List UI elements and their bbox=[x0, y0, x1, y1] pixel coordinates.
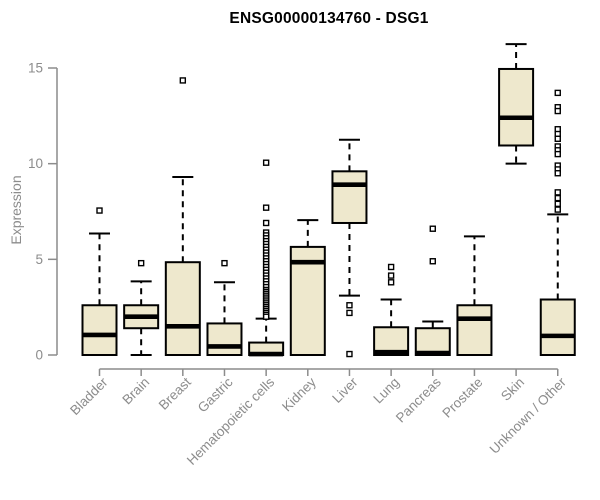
outlier-point bbox=[554, 200, 561, 208]
outlier-point bbox=[554, 194, 561, 202]
y-tick-label: 5 bbox=[35, 252, 43, 267]
outlier-point bbox=[554, 206, 561, 213]
outlier-point bbox=[429, 225, 436, 232]
outlier-point bbox=[554, 135, 561, 142]
outlier-point bbox=[554, 89, 561, 97]
outlier-point bbox=[387, 263, 395, 271]
x-tick-label: Lung bbox=[370, 375, 402, 407]
x-tick-label: Prostate bbox=[439, 375, 485, 421]
outlier-point bbox=[346, 350, 353, 358]
outlier-point bbox=[221, 259, 228, 267]
x-tick-label: Brain bbox=[119, 375, 152, 408]
x-tick-label: Gastric bbox=[195, 374, 236, 415]
x-tick-label: Bladder bbox=[67, 374, 111, 418]
x-tick-label: Liver bbox=[329, 374, 361, 406]
outlier-point bbox=[346, 302, 353, 309]
outlier-point bbox=[429, 258, 436, 265]
outlier-point bbox=[137, 259, 145, 267]
boxplot-box bbox=[289, 245, 326, 356]
outlier-point bbox=[554, 150, 561, 158]
y-tick-label: 15 bbox=[28, 61, 43, 76]
boxplot-box bbox=[498, 67, 535, 147]
outlier-point bbox=[262, 313, 270, 320]
outlier-point bbox=[96, 207, 103, 214]
x-tick-label: Skin bbox=[498, 375, 527, 404]
outlier-point bbox=[387, 279, 395, 286]
boxplot-box bbox=[81, 304, 118, 356]
boxplot-box bbox=[164, 261, 201, 357]
outlier-point bbox=[346, 309, 353, 317]
y-tick-label: 10 bbox=[28, 156, 43, 171]
boxplot-box bbox=[456, 304, 493, 356]
outlier-point bbox=[554, 189, 561, 196]
outlier-point bbox=[387, 272, 395, 279]
x-tick-label: Unknown / Other bbox=[487, 374, 570, 457]
x-tick-label: Pancreas bbox=[393, 374, 444, 425]
boxplot-box bbox=[331, 170, 368, 224]
outlier-point bbox=[262, 219, 270, 227]
outlier-point bbox=[179, 77, 187, 84]
outlier-point bbox=[262, 159, 270, 166]
x-tick-label: Kidney bbox=[279, 374, 319, 414]
outlier-point bbox=[554, 170, 561, 177]
y-tick-label: 0 bbox=[35, 348, 43, 363]
boxplot-box bbox=[539, 298, 576, 357]
chart-title: ENSG00000134760 - DSG1 bbox=[229, 10, 429, 27]
outlier-point bbox=[554, 107, 561, 115]
boxplot-box bbox=[206, 322, 243, 356]
outlier-point bbox=[262, 204, 270, 211]
x-tick-label: Breast bbox=[156, 374, 194, 412]
